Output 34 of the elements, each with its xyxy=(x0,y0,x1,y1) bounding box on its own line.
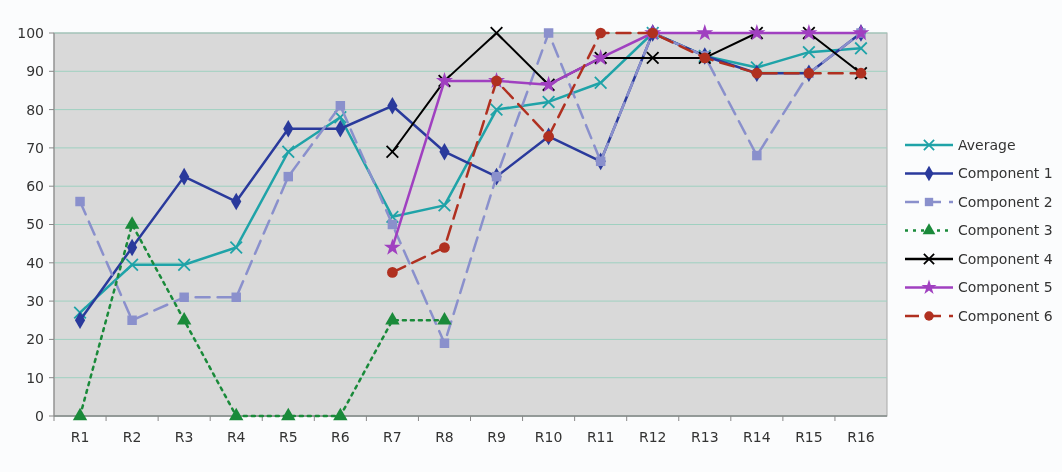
y-tick-label: 40 xyxy=(26,254,44,271)
legend-label: Component 5 xyxy=(958,279,1053,296)
legend-label: Component 3 xyxy=(958,222,1053,239)
y-tick-label: 50 xyxy=(26,216,44,233)
y-tick-label: 0 xyxy=(35,407,44,424)
y-tick-label: 10 xyxy=(26,369,44,386)
x-tick-label: R7 xyxy=(383,429,402,445)
x-tick-label: R1 xyxy=(70,429,90,445)
x-tick-label: R4 xyxy=(226,429,246,445)
legend-label: Component 2 xyxy=(958,193,1053,210)
x-tick-label: R8 xyxy=(435,429,454,445)
x-tick-label: R6 xyxy=(331,429,350,445)
y-tick-label: 90 xyxy=(26,63,44,80)
y-tick-label: 70 xyxy=(26,139,44,156)
x-tick-label: R9 xyxy=(487,429,506,445)
x-tick-label: R16 xyxy=(847,429,875,445)
x-tick-label: R5 xyxy=(278,429,298,445)
legend-label: Component 4 xyxy=(958,250,1053,267)
x-tick-label: R12 xyxy=(638,429,667,445)
y-tick-label: 80 xyxy=(26,101,44,118)
y-tick-label: 60 xyxy=(26,178,44,195)
legend-label: Component 1 xyxy=(958,165,1053,182)
y-tick-label: 20 xyxy=(26,331,44,348)
x-tick-label: R3 xyxy=(174,429,194,445)
x-tick-label: R11 xyxy=(586,429,615,445)
x-tick-label: R2 xyxy=(122,429,142,445)
legend-label: Component 6 xyxy=(958,307,1053,324)
x-tick-label: R13 xyxy=(691,429,719,445)
y-tick-label: 30 xyxy=(26,293,44,309)
x-tick-label: R14 xyxy=(743,429,771,445)
x-tick-label: R15 xyxy=(795,429,823,445)
y-tick-label: 100 xyxy=(17,24,44,41)
legend-label: Average xyxy=(958,136,1016,153)
x-tick-label: R10 xyxy=(534,429,563,445)
